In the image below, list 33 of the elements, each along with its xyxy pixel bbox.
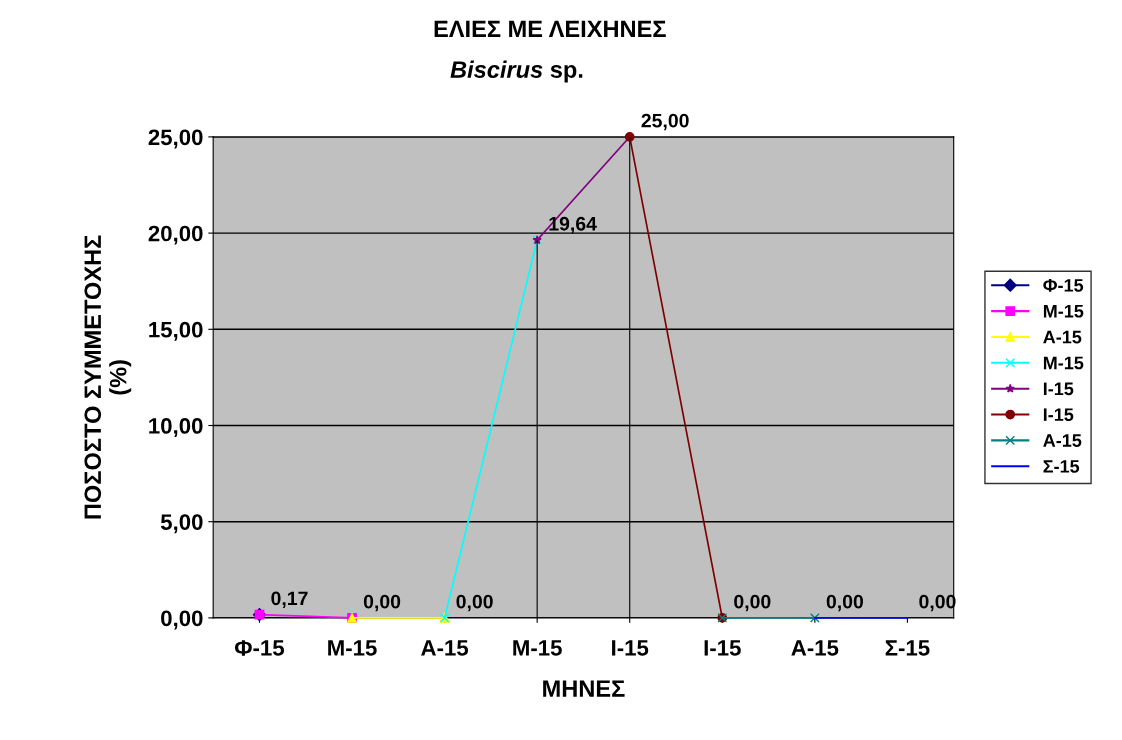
data-label: 25,00 [641, 113, 689, 131]
legend-label: Σ-15 [1043, 460, 1080, 473]
x-tick-label: Μ-15 [513, 640, 562, 656]
legend-label: Μ-15 [1043, 356, 1084, 370]
x-tick-label: Ι-15 [612, 640, 649, 656]
data-label: 0,17 [271, 591, 308, 609]
legend-label: Μ-15 [1043, 305, 1084, 318]
legend-label: Α-15 [1043, 434, 1082, 447]
data-label: 0,00 [363, 594, 401, 612]
chart-subtitle: Biscirus sp. [450, 60, 583, 83]
legend-label: Ι-15 [1043, 382, 1074, 396]
y-tick-label: 0,00 [161, 610, 203, 630]
data-label: 0,00 [456, 594, 493, 612]
y-tick-label: 5,00 [160, 514, 203, 534]
chart-title: ΕΛΙΕΣ ΜΕ ΛΕΙΧΗΝΕΣ [434, 20, 666, 37]
legend-label: Ι-15 [1043, 408, 1074, 422]
x-axis-title: ΜΗΝΕΣ [543, 680, 625, 697]
data-label: 0,00 [826, 594, 864, 612]
x-tick-label: Α-15 [421, 640, 469, 656]
y-tick-label: 10,00 [149, 418, 203, 437]
x-tick-label: Ι-15 [704, 640, 741, 656]
x-tick-label: Σ-15 [885, 640, 930, 656]
legend-label: Φ-15 [1043, 279, 1084, 292]
data-label: 19,64 [549, 216, 597, 234]
legend-label: Α-15 [1043, 330, 1082, 344]
x-tick-label: Μ-15 [328, 640, 377, 656]
y-axis-title: ΠΟΣΟΣΤΟ ΣΥΜΜΕΤΟΧΗΣ (%) [84, 235, 132, 519]
x-tick-label: Α-15 [791, 640, 839, 656]
x-tick-label: Φ-15 [234, 640, 285, 656]
data-label: 0,00 [734, 594, 771, 612]
y-tick-label: 20,00 [148, 225, 203, 245]
y-tick-label: 25,00 [148, 129, 203, 149]
y-tick-label: 15,00 [149, 321, 203, 341]
